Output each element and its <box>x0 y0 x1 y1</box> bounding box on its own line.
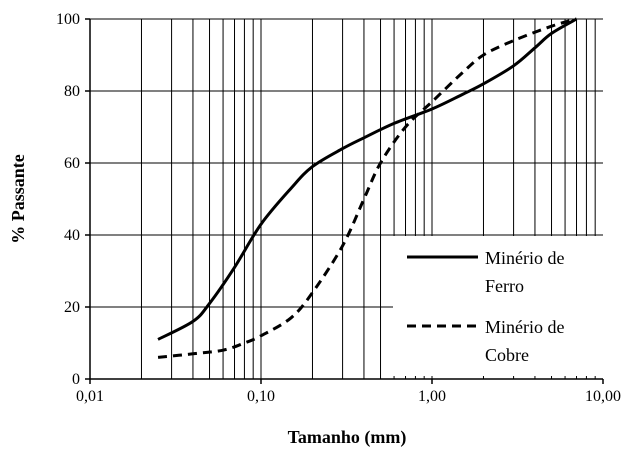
legend-label-ferro-1: Minério de <box>485 248 564 268</box>
legend-box <box>393 236 608 376</box>
tick-labels: 0 20 40 60 80 100 0,01 0,10 1,00 10,00 <box>56 11 621 405</box>
series-line-ferro <box>157 17 578 341</box>
axes <box>85 18 604 384</box>
y-tick-label: 100 <box>56 11 80 28</box>
legend-label-cobre-2: Cobre <box>485 345 529 365</box>
y-axis-title: % Passante <box>8 154 28 244</box>
series-lines <box>157 17 578 359</box>
y-tick-label: 0 <box>72 371 80 388</box>
legend-label-cobre-1: Minério de <box>485 317 564 337</box>
x-tick-label: 1,00 <box>418 388 446 405</box>
y-tick-label: 40 <box>64 227 80 244</box>
x-tick-label: 10,00 <box>585 388 621 405</box>
x-tick-label: 0,01 <box>76 388 104 405</box>
legend-label-ferro-2: Ferro <box>485 276 524 296</box>
y-tick-label: 80 <box>64 83 80 100</box>
y-tick-label: 60 <box>64 155 80 172</box>
series-line-cobre <box>157 17 577 359</box>
x-tick-label: 0,10 <box>247 388 275 405</box>
x-axis-title: Tamanho (mm) <box>288 427 407 448</box>
legend: Minério de Ferro Minério de Cobre <box>393 236 608 376</box>
y-tick-label: 20 <box>64 299 80 316</box>
